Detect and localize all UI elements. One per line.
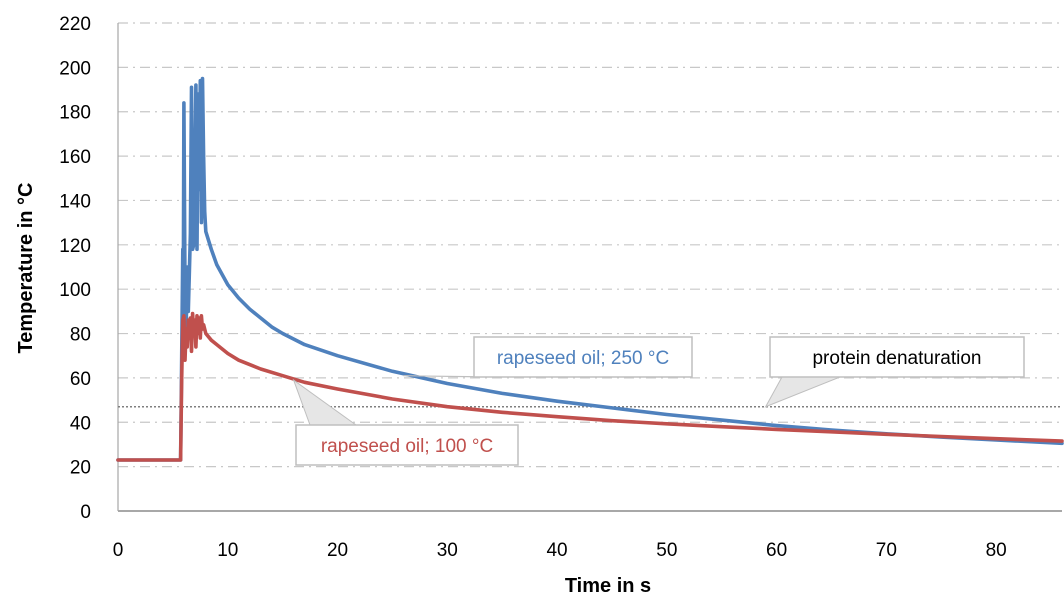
y-tick-label: 80 xyxy=(70,325,91,346)
y-tick-label: 20 xyxy=(70,458,91,479)
y-tick-label: 160 xyxy=(59,147,91,168)
y-axis-title: Temperature in °C xyxy=(15,183,37,354)
x-tick-labels: 0 10 20 30 40 50 60 70 80 xyxy=(113,540,1007,561)
callout-box xyxy=(295,424,519,466)
series-line-250 xyxy=(116,76,1064,462)
y-tick-label: 60 xyxy=(70,369,91,390)
callout-protein-denaturation: protein denaturation xyxy=(764,336,1025,408)
callout-label: rapeseed oil; 100 °C xyxy=(321,436,493,457)
x-tick-label: 40 xyxy=(546,540,567,561)
grid-lines xyxy=(118,22,1062,512)
x-tick-label: 30 xyxy=(437,540,458,561)
x-tick-label: 70 xyxy=(876,540,897,561)
y-tick-labels: 0 20 40 60 80 100 120 140 160 180 200 220 xyxy=(59,14,91,523)
y-tick-label: 220 xyxy=(59,14,91,35)
x-tick-label: 50 xyxy=(656,540,677,561)
callout-pointer xyxy=(764,376,841,408)
callout-rapeseed-100: rapeseed oil; 100 °C xyxy=(292,378,519,466)
callout-box xyxy=(473,336,693,378)
callout-label: rapeseed oil; 250 °C xyxy=(497,348,669,369)
annotation-layer: rapeseed oil; 250 °C protein denaturation… xyxy=(292,336,1025,466)
y-tick-label: 180 xyxy=(59,103,91,124)
callout-rapeseed-250: rapeseed oil; 250 °C xyxy=(403,336,693,378)
y-tick-label: 100 xyxy=(59,280,91,301)
x-axis-title: Time in s xyxy=(565,575,651,597)
x-tick-label: 10 xyxy=(217,540,238,561)
y-tick-label: 200 xyxy=(59,58,91,79)
y-tick-label: 120 xyxy=(59,236,91,257)
x-tick-label: 0 xyxy=(113,540,124,561)
callout-box xyxy=(769,336,1025,378)
y-tick-label: 140 xyxy=(59,191,91,212)
series-line-100 xyxy=(116,311,1064,462)
callout-label: protein denaturation xyxy=(812,348,981,369)
y-tick-label: 0 xyxy=(80,502,91,523)
y-tick-label: 40 xyxy=(70,413,91,434)
x-tick-label: 80 xyxy=(986,540,1007,561)
x-tick-label: 20 xyxy=(327,540,348,561)
series-layer xyxy=(116,76,1064,462)
x-tick-label: 60 xyxy=(766,540,787,561)
